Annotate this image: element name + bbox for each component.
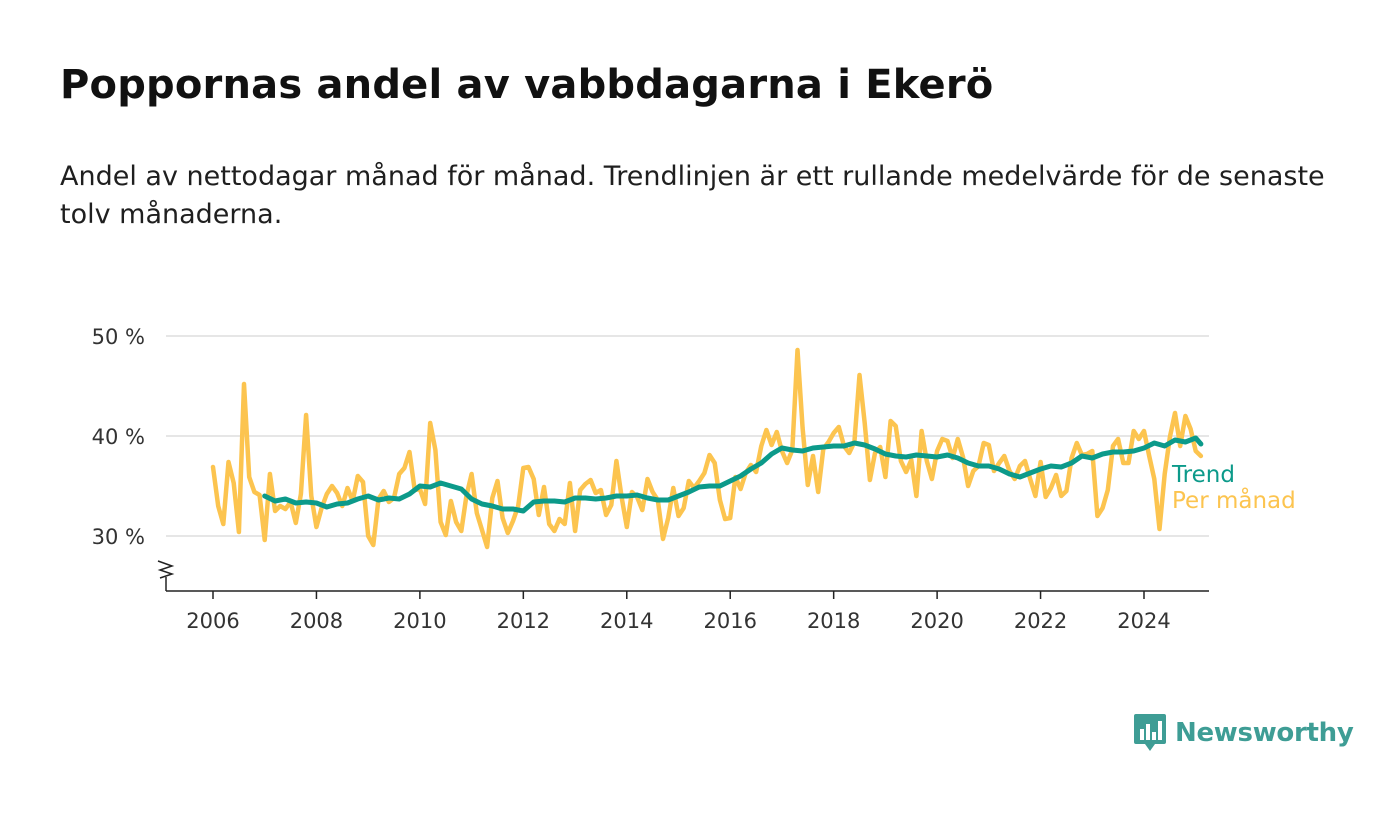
brand-name: Newsworthy [1175, 718, 1354, 748]
page-subtitle: Andel av nettodagar månad för månad. Tre… [60, 161, 1325, 230]
x-tick-label: 2018 [807, 609, 860, 633]
series-lines [210, 347, 1204, 550]
grid-lines: 30 % 40 % 50 % [92, 325, 1209, 549]
trend-series-line [262, 435, 1204, 514]
y-tick-label: 30 % [92, 525, 145, 549]
y-tick-label: 50 % [92, 325, 145, 349]
newsworthy-logo-icon [1134, 714, 1166, 751]
x-tick-label: 2010 [393, 609, 446, 633]
x-tick-label: 2016 [703, 609, 756, 633]
axis-break-icon [157, 560, 175, 579]
x-tick-label: 2014 [600, 609, 653, 633]
x-tick-label: 2024 [1117, 609, 1170, 633]
brand-logo: Newsworthy [1133, 712, 1354, 754]
x-tick-label: 2020 [910, 609, 963, 633]
x-tick-label: 2022 [1014, 609, 1067, 633]
trend-series-label: Trend [1171, 462, 1235, 488]
monthly-series-label: Per månad [1172, 486, 1296, 514]
y-tick-label: 40 % [92, 425, 145, 449]
x-tick-label: 2006 [186, 609, 239, 633]
monthly-series-line [210, 347, 1204, 550]
x-axis: 2006 2008 2010 2012 2014 2016 2018 2020 2022 2024 [157, 560, 1209, 633]
x-tick-label: 2012 [497, 609, 550, 633]
x-tick-label: 2008 [290, 609, 343, 633]
page-title: Poppornas andel av vabbdagarna i Ekerö [60, 62, 994, 108]
